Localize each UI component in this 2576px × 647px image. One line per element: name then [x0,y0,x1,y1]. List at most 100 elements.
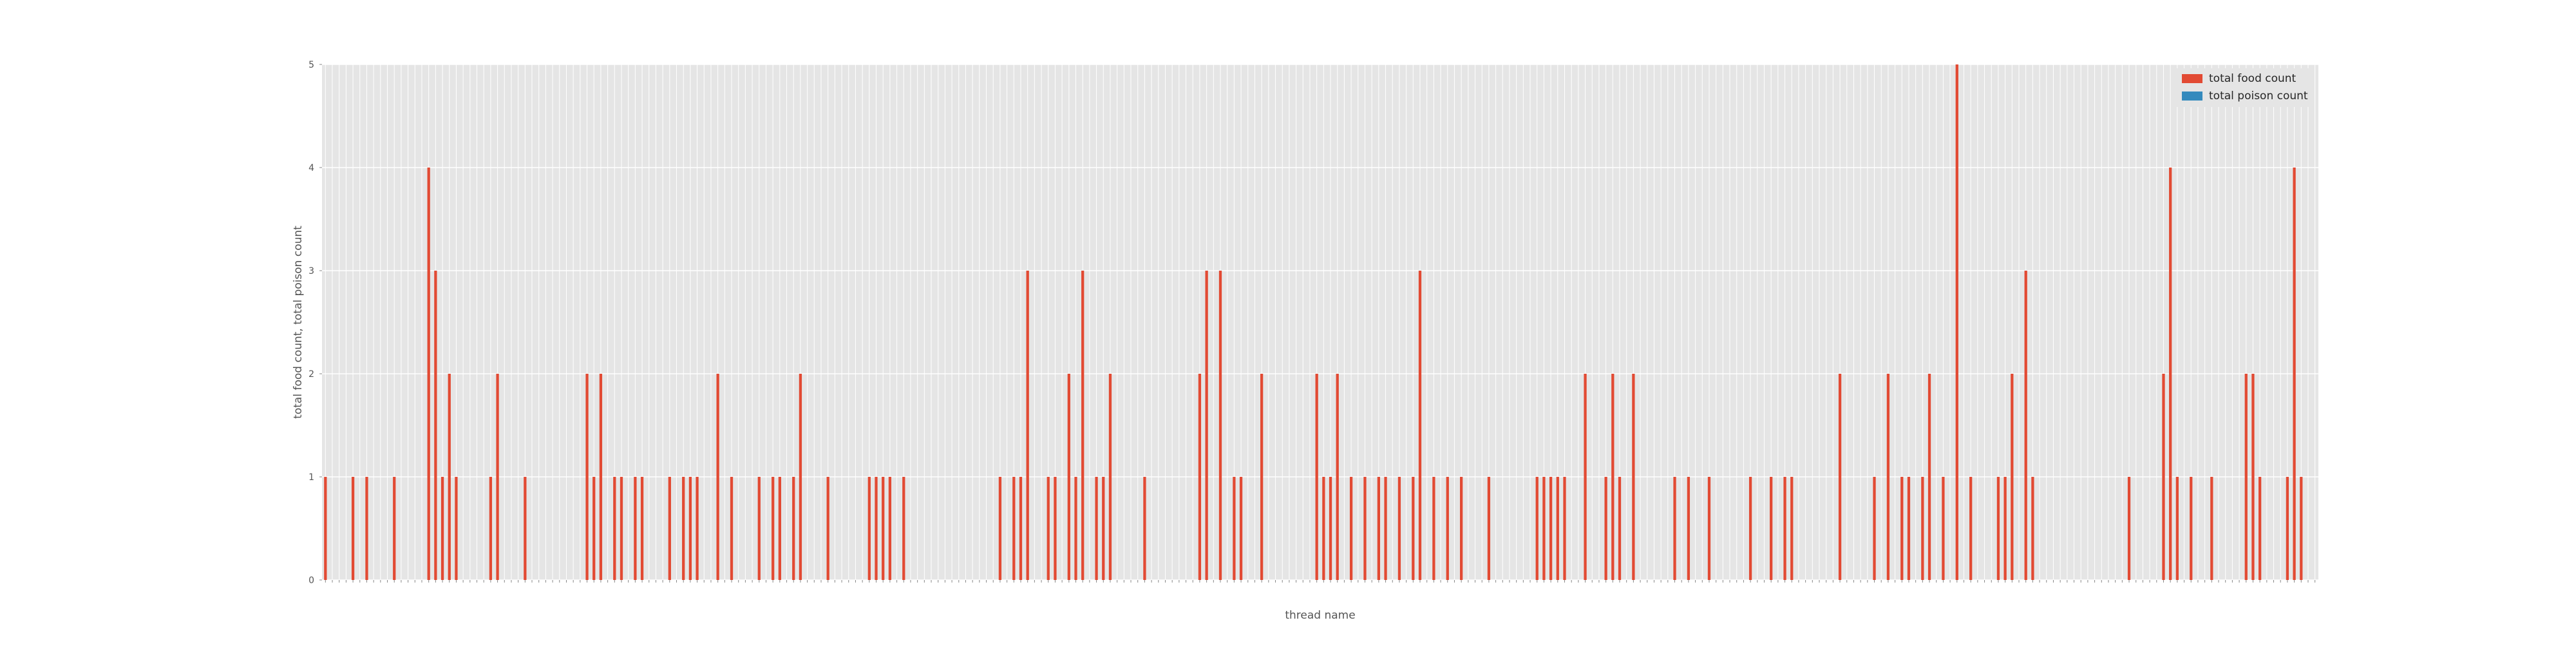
food-bar [875,477,878,580]
food-bar [1418,271,1422,580]
food-bar [1900,477,1904,580]
food-bar [585,374,589,580]
food-bar [2244,374,2248,580]
y-tick-label: 4 [308,163,314,173]
food-bar [792,477,795,580]
food-bar [599,374,603,580]
food-bar [1955,64,1958,580]
x-axis-label: thread name [1285,609,1355,622]
food-bar [1218,271,1222,580]
food-bar [1611,374,1615,580]
food-bar [1927,374,1931,580]
legend-swatch-food [2182,74,2202,83]
food-bar [1349,477,1353,580]
food-bar [448,374,451,580]
food-bar [1412,477,1415,580]
legend-label-poison: total poison count [2209,90,2308,102]
food-bar [1397,477,1401,580]
food-bar [620,477,623,580]
legend-label-food: total food count [2209,72,2297,85]
food-bar [1604,477,1607,580]
food-bar [888,477,892,580]
food-bar [668,477,671,580]
food-bar [2210,477,2213,580]
bars [324,64,2303,580]
food-bar [2251,374,2255,580]
food-bar [1907,477,1911,580]
food-bar [2169,168,2172,580]
food-bar [778,477,781,580]
food-bar [1239,477,1243,580]
food-bar [902,477,905,580]
food-bar [1460,477,1463,580]
food-bar [1969,477,1973,580]
food-bar [324,477,327,580]
food-bar [393,477,396,580]
y-tick-label: 0 [308,575,314,586]
food-bar [2190,477,2193,580]
food-bar [1996,477,2000,580]
food-bar [1233,477,1236,580]
food-bar [1542,477,1546,580]
food-bar [1886,374,1890,580]
food-bar [716,374,719,580]
y-axis-label: total food count, total poison count [292,226,305,419]
food-bar [351,477,355,580]
food-bar [489,477,493,580]
food-bar [1026,271,1029,580]
food-bar [1618,477,1622,580]
food-bar [2011,374,2014,580]
y-axis: 0 1 2 3 4 5 [308,60,322,586]
food-bar [1873,477,1876,580]
food-bar [2175,477,2179,580]
food-bar [1563,477,1566,580]
food-bar [440,477,444,580]
food-bar [730,477,734,580]
food-bar [1012,477,1016,580]
food-bar [2031,477,2034,580]
food-bar [1046,477,1050,580]
food-bar [826,477,829,580]
food-bar [2300,477,2303,580]
food-bar [2162,374,2165,580]
food-bar [1363,477,1367,580]
food-bar [1198,374,1202,580]
food-bar [799,374,802,580]
food-bar [1432,477,1435,580]
y-tick-label: 1 [308,472,314,483]
food-bar [1770,477,1773,580]
food-bar [1329,477,1332,580]
food-bar [524,477,527,580]
food-bar [592,477,596,580]
food-bar [682,477,685,580]
food-bar [1384,477,1387,580]
food-bar [1377,477,1380,580]
food-bar [634,477,637,580]
food-bar [1535,477,1539,580]
food-bar [1748,477,1752,580]
food-bar [1687,477,1690,580]
food-bar [1446,477,1449,580]
food-bar [1838,374,1842,580]
food-bar [2259,477,2262,580]
food-bar [1921,477,1924,580]
food-bar [998,477,1002,580]
food-bar [1260,374,1264,580]
plot-background [322,64,2318,580]
food-bar [1054,477,1057,580]
food-bar [1336,374,1339,580]
food-bar [455,477,458,580]
food-bar [427,168,430,580]
food-bar [640,477,644,580]
food-bar [1556,477,1559,580]
food-bar [1019,477,1023,580]
food-bar [613,477,616,580]
food-bar [1632,374,1635,580]
food-bar [1081,271,1084,580]
food-bar [1783,477,1786,580]
food-bar [2003,477,2007,580]
y-tick-label: 5 [308,60,314,70]
food-bar [1549,477,1553,580]
